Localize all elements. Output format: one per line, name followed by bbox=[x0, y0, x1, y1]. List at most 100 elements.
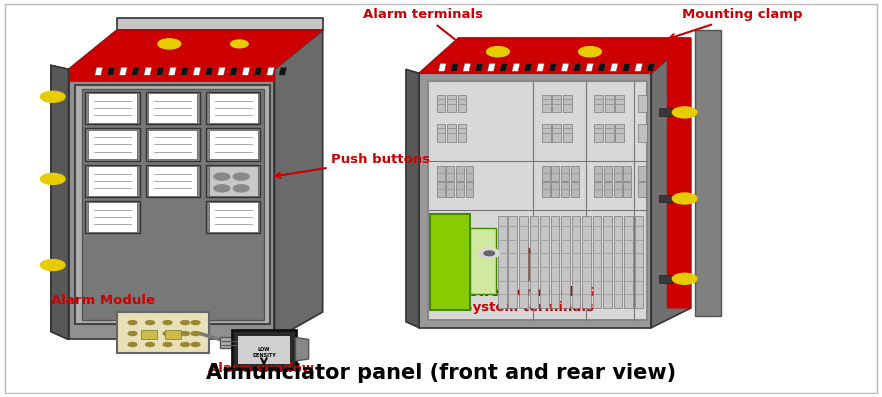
Polygon shape bbox=[561, 166, 569, 181]
Polygon shape bbox=[605, 95, 614, 112]
Polygon shape bbox=[594, 166, 602, 181]
Circle shape bbox=[579, 46, 602, 57]
Polygon shape bbox=[635, 216, 644, 308]
Polygon shape bbox=[419, 38, 691, 73]
Polygon shape bbox=[295, 337, 309, 361]
Polygon shape bbox=[206, 201, 260, 233]
Polygon shape bbox=[51, 66, 69, 339]
Circle shape bbox=[479, 249, 500, 258]
Circle shape bbox=[233, 173, 249, 180]
Polygon shape bbox=[651, 38, 691, 328]
Polygon shape bbox=[667, 38, 691, 308]
Polygon shape bbox=[447, 95, 456, 112]
Polygon shape bbox=[614, 182, 622, 197]
Polygon shape bbox=[274, 30, 323, 339]
Text: Alarm terminals: Alarm terminals bbox=[363, 8, 483, 56]
Polygon shape bbox=[419, 73, 651, 328]
Polygon shape bbox=[536, 64, 544, 71]
Polygon shape bbox=[86, 129, 139, 160]
Polygon shape bbox=[500, 64, 508, 71]
Polygon shape bbox=[582, 216, 591, 308]
Polygon shape bbox=[82, 89, 264, 320]
Polygon shape bbox=[69, 69, 274, 339]
Polygon shape bbox=[146, 165, 200, 197]
Polygon shape bbox=[571, 182, 579, 197]
Polygon shape bbox=[437, 166, 445, 181]
Circle shape bbox=[181, 343, 190, 347]
Polygon shape bbox=[232, 330, 295, 369]
Polygon shape bbox=[447, 124, 456, 142]
Polygon shape bbox=[571, 166, 579, 181]
Polygon shape bbox=[540, 216, 549, 308]
Polygon shape bbox=[586, 64, 594, 71]
Polygon shape bbox=[529, 216, 538, 308]
Polygon shape bbox=[647, 64, 654, 71]
Polygon shape bbox=[69, 69, 274, 81]
Polygon shape bbox=[438, 64, 446, 71]
Polygon shape bbox=[94, 67, 102, 75]
Polygon shape bbox=[542, 124, 550, 142]
Polygon shape bbox=[446, 166, 454, 181]
Polygon shape bbox=[148, 93, 198, 123]
Polygon shape bbox=[519, 216, 527, 308]
Polygon shape bbox=[573, 64, 581, 71]
Polygon shape bbox=[437, 124, 445, 142]
Polygon shape bbox=[45, 175, 57, 183]
Text: Power terminals &
System terminals: Power terminals & System terminals bbox=[460, 249, 598, 314]
Polygon shape bbox=[146, 92, 200, 124]
Polygon shape bbox=[266, 67, 274, 75]
Text: Mounting clamp: Mounting clamp bbox=[669, 8, 803, 39]
Polygon shape bbox=[458, 124, 467, 142]
Polygon shape bbox=[218, 67, 226, 75]
Polygon shape bbox=[242, 67, 250, 75]
Polygon shape bbox=[206, 67, 213, 75]
Polygon shape bbox=[446, 182, 454, 197]
Text: Alarm Module: Alarm Module bbox=[51, 294, 155, 307]
Polygon shape bbox=[206, 165, 260, 197]
Polygon shape bbox=[488, 64, 496, 71]
Polygon shape bbox=[466, 182, 474, 197]
Polygon shape bbox=[542, 166, 549, 181]
Polygon shape bbox=[616, 124, 624, 142]
Polygon shape bbox=[206, 92, 260, 124]
Circle shape bbox=[163, 321, 172, 324]
Circle shape bbox=[181, 331, 190, 335]
Polygon shape bbox=[88, 129, 137, 159]
Polygon shape bbox=[209, 166, 258, 196]
Polygon shape bbox=[45, 93, 57, 100]
Polygon shape bbox=[542, 95, 550, 112]
Polygon shape bbox=[119, 67, 127, 75]
Polygon shape bbox=[69, 30, 323, 69]
Polygon shape bbox=[456, 182, 464, 197]
Polygon shape bbox=[116, 18, 323, 30]
Polygon shape bbox=[193, 67, 201, 75]
Polygon shape bbox=[624, 166, 632, 181]
Polygon shape bbox=[594, 95, 603, 112]
Text: Alarm window: Alarm window bbox=[208, 353, 314, 375]
Polygon shape bbox=[616, 95, 624, 112]
Polygon shape bbox=[610, 64, 618, 71]
Polygon shape bbox=[561, 182, 569, 197]
Polygon shape bbox=[512, 64, 519, 71]
Polygon shape bbox=[220, 337, 246, 348]
Polygon shape bbox=[51, 66, 69, 339]
Polygon shape bbox=[279, 67, 287, 75]
Polygon shape bbox=[156, 67, 164, 75]
Circle shape bbox=[41, 173, 65, 185]
Polygon shape bbox=[593, 216, 602, 308]
Circle shape bbox=[487, 46, 510, 57]
Polygon shape bbox=[639, 182, 647, 197]
Polygon shape bbox=[146, 129, 200, 160]
Polygon shape bbox=[639, 95, 647, 112]
Polygon shape bbox=[498, 216, 507, 308]
Polygon shape bbox=[451, 64, 459, 71]
Text: Push buttons: Push buttons bbox=[275, 153, 430, 178]
Polygon shape bbox=[598, 64, 606, 71]
Polygon shape bbox=[144, 67, 152, 75]
Polygon shape bbox=[605, 124, 614, 142]
Polygon shape bbox=[463, 64, 471, 71]
Polygon shape bbox=[86, 92, 139, 124]
Polygon shape bbox=[206, 129, 260, 160]
Polygon shape bbox=[45, 261, 57, 269]
Polygon shape bbox=[659, 195, 671, 202]
